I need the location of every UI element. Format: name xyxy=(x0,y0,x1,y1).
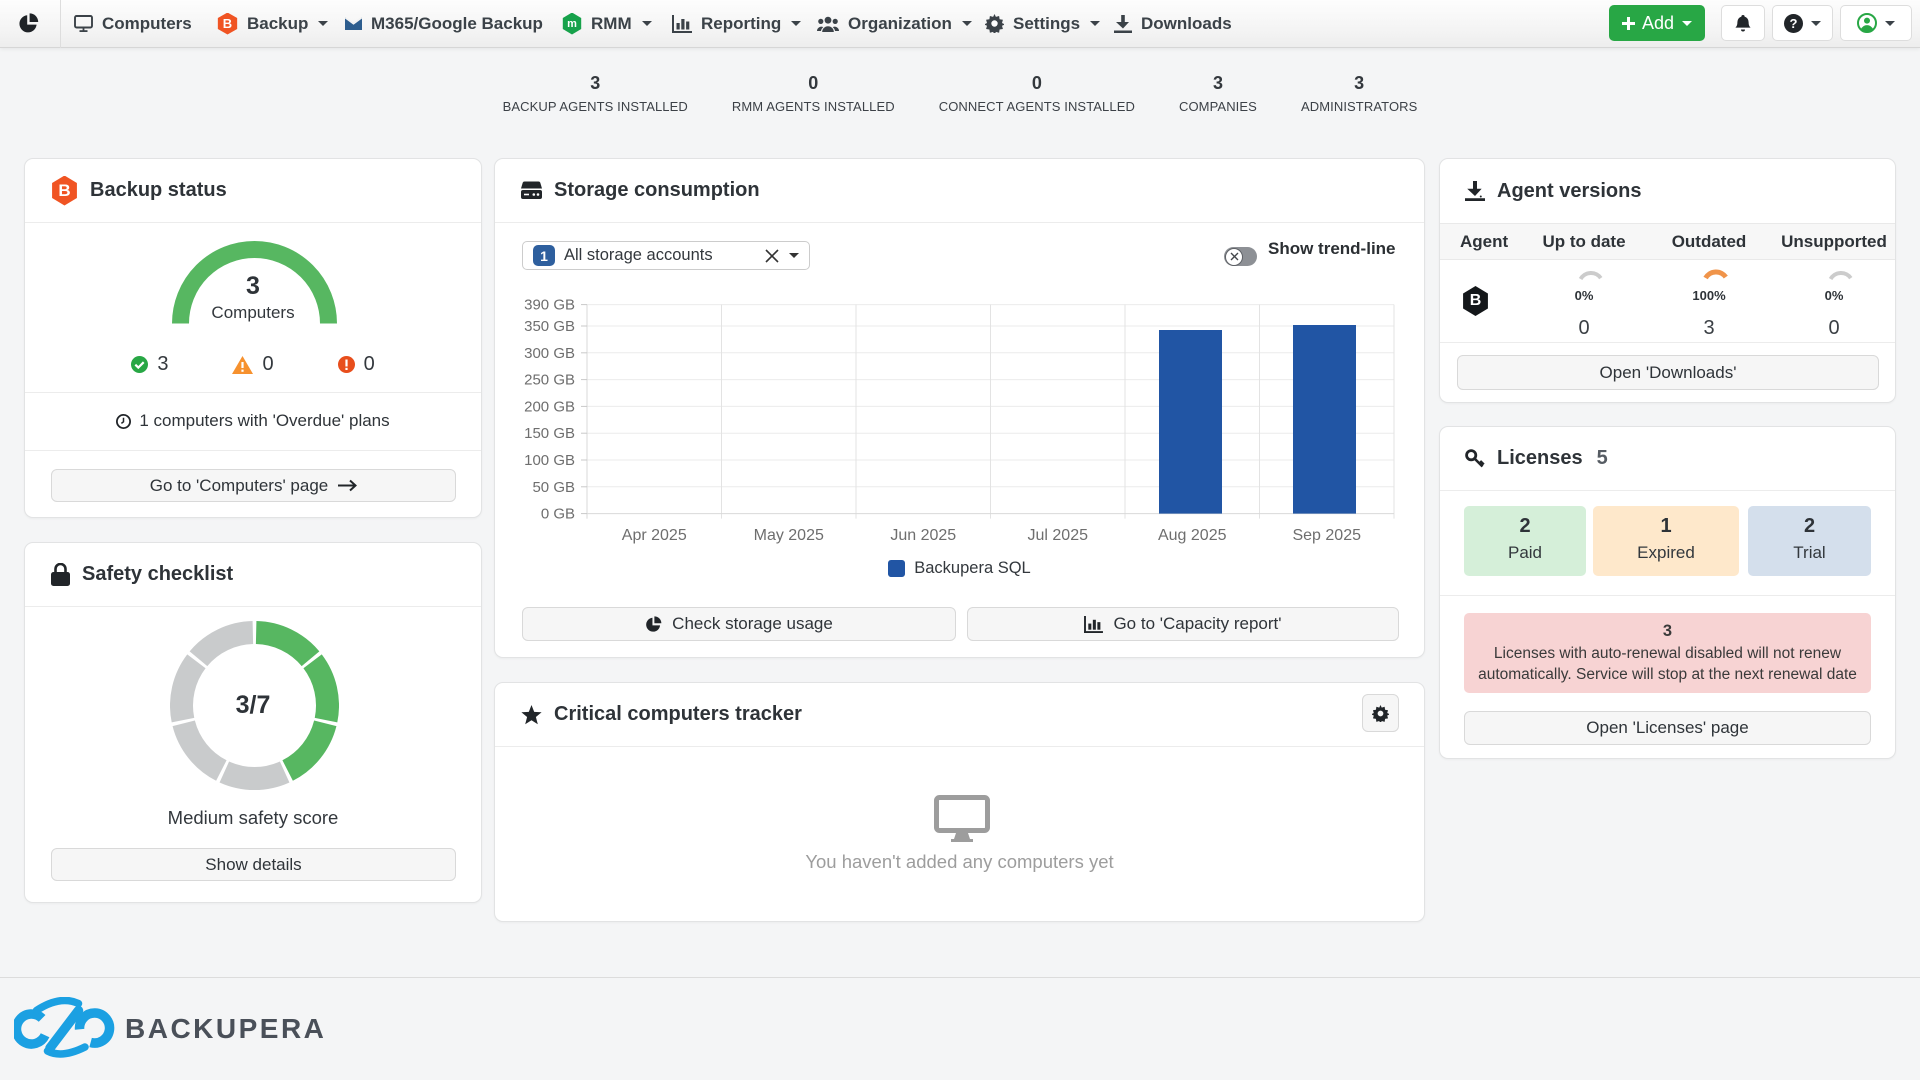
svg-text:150 GB: 150 GB xyxy=(524,425,575,442)
svg-text:Aug 2025: Aug 2025 xyxy=(1158,527,1227,544)
svg-text:350 GB: 350 GB xyxy=(524,318,575,335)
svg-text:May 2025: May 2025 xyxy=(754,527,824,544)
svg-text:0 GB: 0 GB xyxy=(541,506,575,523)
svg-text:100 GB: 100 GB xyxy=(524,452,575,469)
svg-text:Sep 2025: Sep 2025 xyxy=(1292,527,1361,544)
svg-text:390 GB: 390 GB xyxy=(524,297,575,314)
svg-text:?: ? xyxy=(1790,16,1798,31)
svg-text:Apr 2025: Apr 2025 xyxy=(622,527,687,544)
svg-text:50 GB: 50 GB xyxy=(532,479,575,496)
svg-text:300 GB: 300 GB xyxy=(524,345,575,362)
svg-text:250 GB: 250 GB xyxy=(524,372,575,389)
svg-text:Jul 2025: Jul 2025 xyxy=(1028,527,1089,544)
svg-text:200 GB: 200 GB xyxy=(524,398,575,415)
svg-text:Jun 2025: Jun 2025 xyxy=(890,527,956,544)
